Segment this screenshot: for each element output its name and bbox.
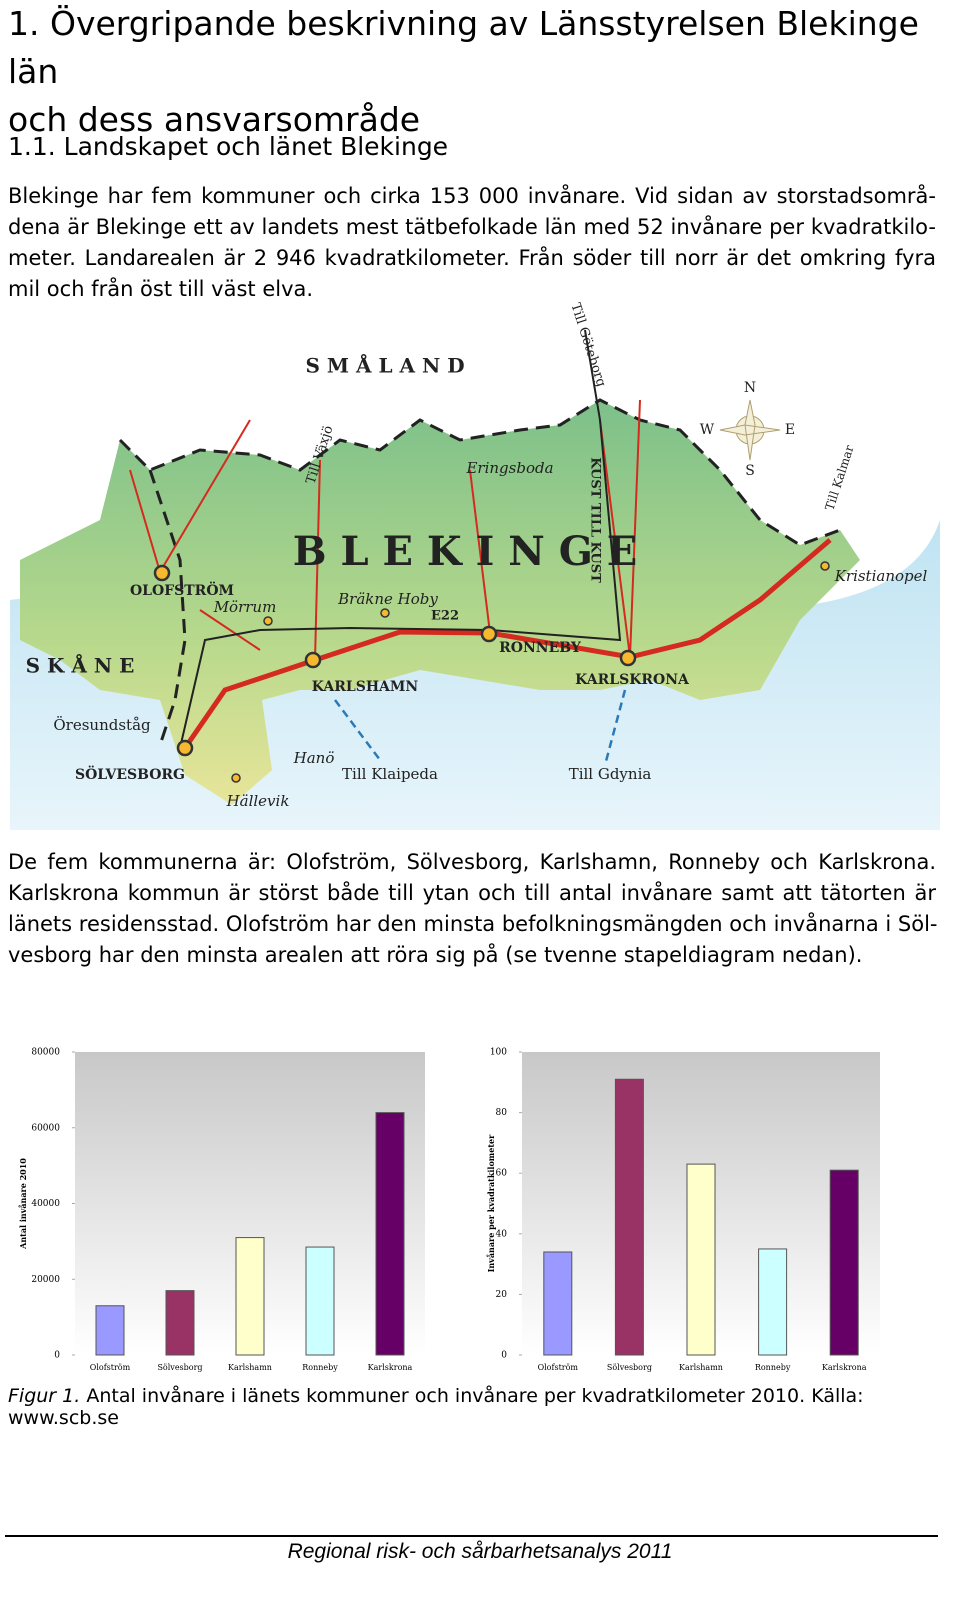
y-tick-label: 40000: [31, 1199, 60, 1209]
y-tick-label: 0: [54, 1351, 60, 1361]
map-label: Mörrum: [213, 598, 277, 616]
x-tick-label: Olofström: [538, 1363, 579, 1372]
bar: [543, 1251, 573, 1356]
border: [118, 398, 841, 746]
map-label: S M Å L A N D: [305, 354, 464, 378]
map-label: Öresundståg: [53, 716, 151, 734]
heading-line: och dess ansvarsområde: [8, 100, 421, 139]
caption-text: Antal invånare i länets kommuner och inv…: [8, 1385, 864, 1429]
footer-rule: [5, 1535, 938, 1537]
y-tick-label: 0: [501, 1351, 507, 1361]
paragraph: De fem kommunerna är: Olofström, Sölvesb…: [8, 847, 938, 971]
map-label: Till Gdynia: [569, 765, 652, 783]
x-tick-label: Karlshamn: [228, 1363, 272, 1372]
y-tick-label: 20: [496, 1290, 508, 1300]
city-dots: [153, 561, 830, 783]
y-tick-label: 80000: [31, 1048, 60, 1058]
text-line: länets residensstad. Olofström har den m…: [8, 912, 938, 936]
bar: [614, 1078, 644, 1356]
map-label: KARLSKRONA: [575, 672, 690, 688]
bar: [375, 1112, 405, 1356]
x-tick-label: Karlshamn: [679, 1363, 723, 1372]
map-label: Till Göteborg: [567, 301, 608, 388]
y-tick-label: 80: [496, 1108, 508, 1118]
text-line: dena är Blekinge ett av landets mest tät…: [8, 215, 936, 239]
x-tick-label: Sölvesborg: [157, 1363, 202, 1372]
map-label: Eringsboda: [465, 459, 553, 477]
y-tick-label: 60: [496, 1169, 508, 1179]
map-label: OLOFSTRÖM: [130, 580, 234, 599]
map-label: Kristianopel: [834, 567, 928, 585]
map-label: Till Kalmar: [822, 443, 856, 512]
y-tick-label: 40: [496, 1229, 508, 1239]
x-tick-label: Ronneby: [302, 1363, 338, 1372]
map-label: N: [744, 380, 756, 396]
y-axis-label: Invånare per kvadratkilometer: [486, 1134, 496, 1273]
y-tick-label: 20000: [31, 1275, 60, 1285]
text-line: mil och från öst till väst elva.: [8, 277, 314, 301]
bar: [165, 1290, 195, 1356]
x-tick-label: Karlskrona: [822, 1363, 867, 1372]
footer: Regional risk- och sårbarhetsanalys 2011: [287, 1540, 673, 1563]
x-tick-label: Karlskrona: [368, 1363, 413, 1372]
map-label: Till Klaipeda: [342, 765, 438, 783]
map: [10, 329, 940, 830]
text-line: vesborg har den minsta arealen att röra …: [8, 943, 863, 967]
bar: [758, 1248, 788, 1356]
bar: [305, 1246, 335, 1356]
x-tick-label: Sölvesborg: [607, 1363, 652, 1372]
text-line: Karlskrona kommun är störst både till yt…: [8, 881, 936, 905]
compass: [719, 399, 781, 461]
bar: [235, 1237, 265, 1356]
map-label: KARLSHAMN: [312, 679, 419, 695]
railway: [179, 329, 622, 749]
land: [20, 400, 860, 805]
figure-label: Figur 1.: [8, 1385, 81, 1407]
map-label: E22: [431, 609, 459, 624]
map-label: Hällevik: [226, 792, 290, 810]
map-label: Bräkne Hoby: [337, 590, 438, 608]
map-label: KUST TILL KUST: [588, 457, 603, 583]
map-label: SÖLVESBORG: [75, 764, 185, 783]
x-tick-label: Olofström: [90, 1363, 131, 1372]
map-label: S: [745, 463, 755, 479]
y-axis-label: Antal invånare 2010: [18, 1158, 28, 1250]
bar: [686, 1163, 716, 1356]
map-label: B L E K I N G E: [293, 528, 638, 575]
paragraph: Blekinge har fem kommuner och cirka 153 …: [8, 181, 936, 305]
bar: [829, 1169, 859, 1356]
map-label: Hanö: [293, 749, 335, 767]
map-label: S K Å N E: [26, 654, 135, 678]
x-tick-label: Ronneby: [755, 1363, 791, 1372]
y-tick-label: 100: [490, 1048, 507, 1058]
heading: 1. Övergripande beskrivning av Länsstyre…: [8, 0, 960, 144]
text-line: Blekinge har fem kommuner och cirka 153 …: [8, 184, 936, 208]
roads: [129, 399, 641, 661]
subheading: 1.1. Landskapet och länet Blekinge: [8, 132, 449, 161]
text-line: meter. Landarealen är 2 946 kvadratkilom…: [8, 246, 936, 270]
bar: [95, 1305, 125, 1356]
map-label: E: [785, 422, 795, 438]
y-tick-label: 60000: [31, 1123, 60, 1133]
caption: Figur 1. Antal invånare i länets kommune…: [8, 1385, 960, 1429]
map-label: RONNEBY: [499, 640, 582, 656]
map-label: W: [700, 422, 715, 438]
text-line: De fem kommunerna är: Olofström, Sölvesb…: [8, 850, 936, 874]
heading-line: 1. Övergripande beskrivning av Länsstyre…: [8, 4, 919, 91]
